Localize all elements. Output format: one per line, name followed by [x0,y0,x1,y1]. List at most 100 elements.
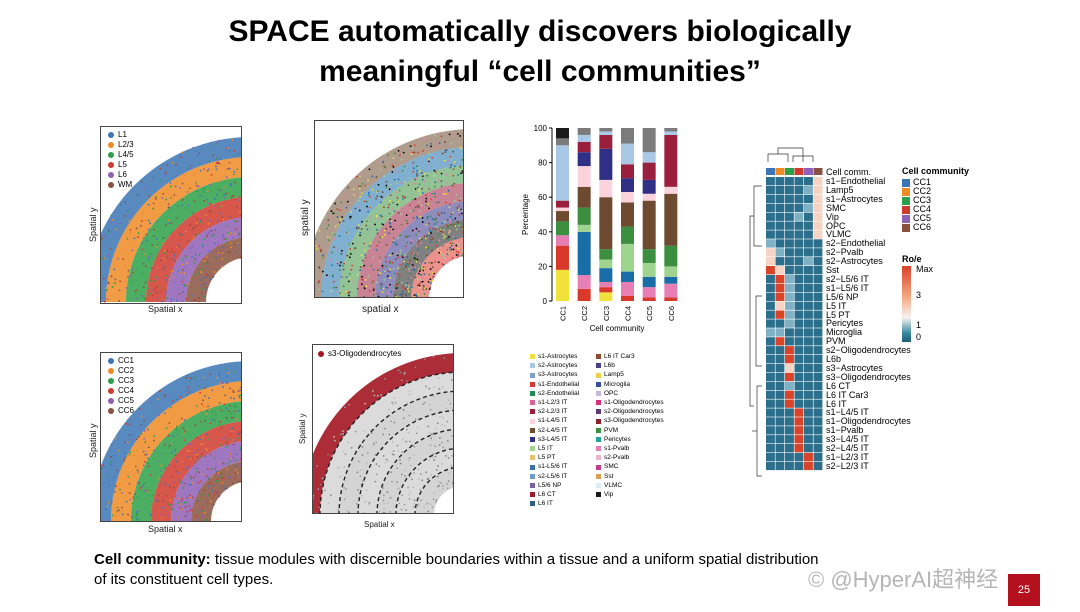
heatmap-cell [814,328,823,336]
layers-dot [205,214,207,216]
celltypes-dot [412,171,414,173]
celltypes-dot [440,252,442,254]
layers-dot [236,169,238,171]
celltypes-dot [346,287,348,289]
oligodendrocytes-dot [398,502,400,504]
communities-dot [194,452,196,454]
celltypes-dot [331,252,333,254]
celltypes-dot [390,291,392,293]
layers-dot [189,247,191,249]
layers-dot [199,195,201,197]
celltypes-dot [447,249,449,251]
communities-dot [238,437,240,439]
celltypes-dot [385,256,387,258]
layers-dot [173,251,175,253]
layers-dot [146,240,148,242]
cell-type-legend-item: Pericytes [596,435,686,444]
oligodendrocytes-dot [439,481,441,483]
celltypes-dot [448,206,450,208]
celltypes-dot [423,224,425,226]
celltypes-dot [431,203,433,205]
celltypes-dot [383,175,385,177]
celltypes-dot [457,133,459,135]
bar-segment [621,178,634,192]
oligodendrocytes-dot [408,460,410,462]
layers-dot [175,185,177,187]
celltypes-dot [426,175,428,177]
communities-dot [144,454,146,456]
celltypes-dot [422,150,424,152]
celltypes-dot [423,273,425,275]
heatmap-cell [804,266,813,274]
celltypes-dot [362,264,364,266]
heatmap-cell [776,444,785,452]
cell-type-swatch [530,419,535,424]
heatmap-legend-swatch [902,179,910,187]
heatmap-cell [795,408,804,416]
communities-dot [176,471,178,473]
layers-dot [196,190,198,192]
heatmap-cell [814,435,823,443]
communities-dot [221,477,223,479]
layers-dot [147,295,149,297]
celltypes-dot [363,296,365,298]
layers-dot [143,237,145,239]
celltypes-dot [388,204,390,206]
celltypes-dot [431,183,433,185]
layers-dot [201,288,203,290]
communities-dot [206,475,208,477]
layers-dot [211,174,213,176]
layers-dot [164,289,166,291]
layers-dot [218,163,220,165]
celltypes-dot [461,148,463,150]
celltypes-dot [428,229,430,231]
celltypes-dot [392,228,394,230]
layers-dot [138,232,140,234]
celltypes-dot [389,254,391,256]
celltypes-dot [412,230,414,232]
celltypes-dot [369,245,371,247]
layers-dot [218,243,220,245]
celltypes-dot [430,146,432,148]
heatmap-cell [814,311,823,319]
celltypes-dot [348,280,350,282]
celltypes-dot [428,247,430,249]
oligodendrocytes-dot [408,493,410,495]
heatmap-cell [785,346,794,354]
layers-dot [127,210,129,212]
celltypes-dot [443,229,445,231]
communities-dot [196,500,198,502]
layers-legend-label: L2/3 [118,140,134,150]
layers-dot [176,247,178,249]
heatmap-cell [814,293,823,301]
celltypes-dot [364,288,366,290]
celltypes-dot [417,284,419,286]
celltypes-dot [458,209,460,211]
celltypes-dot [462,172,464,174]
celltypes-dot [434,186,436,188]
communities-dot [131,439,133,441]
celltypes-dot [327,219,329,221]
communities-dot [182,498,184,500]
layers-dot [152,289,154,291]
celltypes-dot [422,277,424,279]
celltypes-dot [356,176,358,178]
celltypes-dot [358,185,360,187]
celltypes-dot [414,183,416,185]
layers-dot [192,147,194,149]
communities-dot [204,395,206,397]
layers-dot [218,252,220,254]
heatmap-cell [804,408,813,416]
communities-dot [219,382,221,384]
celltypes-dot [429,287,431,289]
bar-segment [599,282,612,287]
layers-dot [216,162,218,164]
bar-segment [664,128,677,131]
communities-dot [141,415,143,417]
communities-dot [190,484,192,486]
celltypes-dot [377,181,379,183]
heatmap-cell [804,435,813,443]
layers-dot [238,196,240,198]
celltypes-dot [419,210,421,212]
oligodendrocytes-dot [438,485,440,487]
